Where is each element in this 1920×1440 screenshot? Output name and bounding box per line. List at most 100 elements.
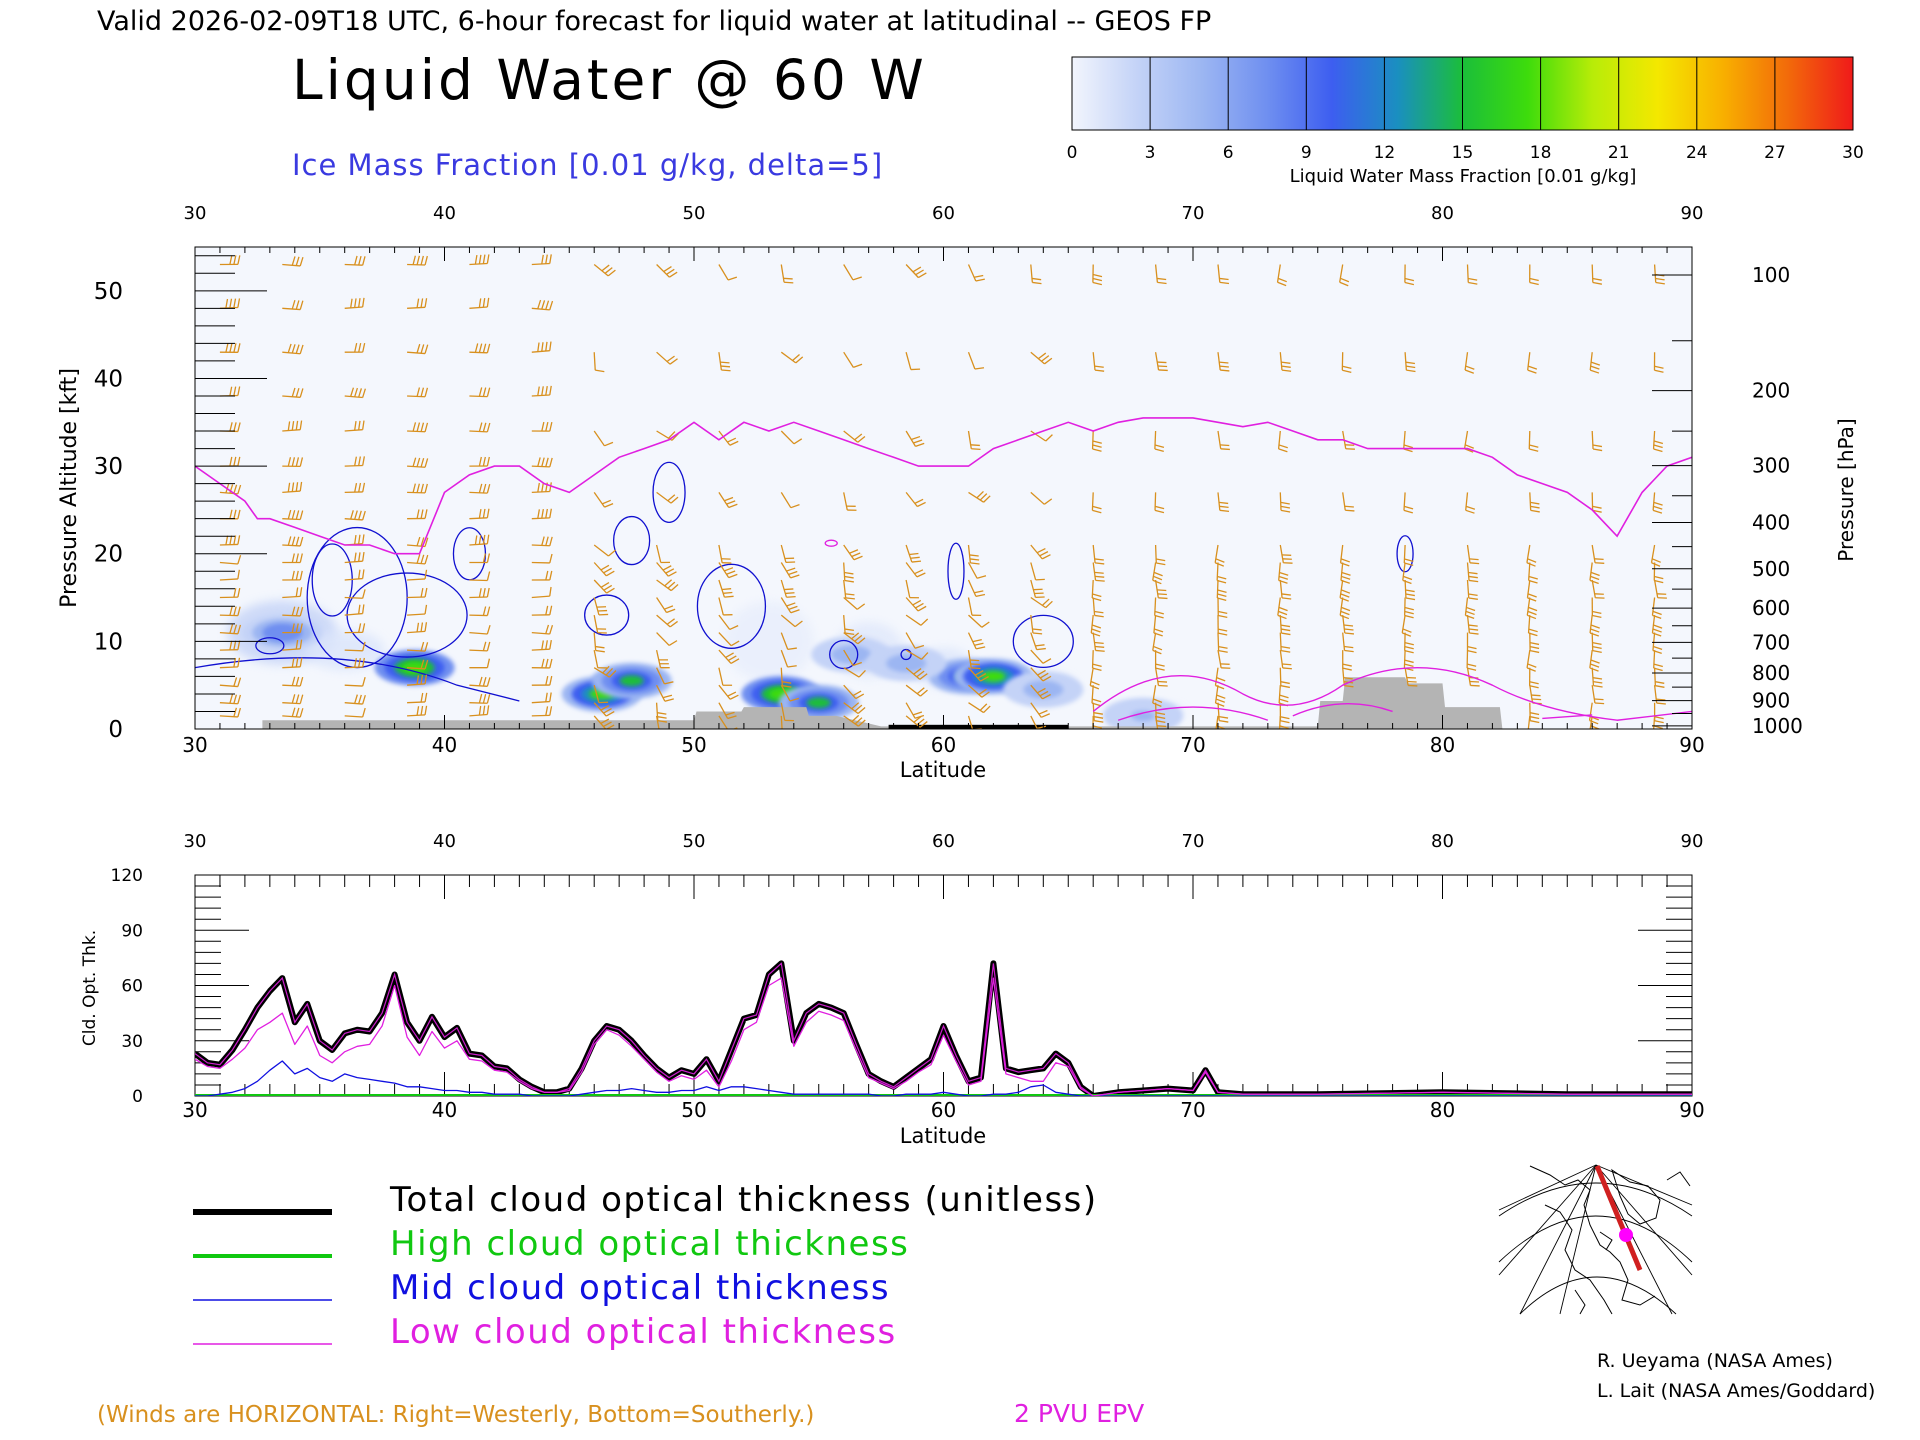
- wind-barb: [656, 632, 678, 647]
- wind-barb: [1339, 264, 1350, 287]
- wind-barb: [593, 597, 609, 616]
- wind-barb: [1276, 264, 1287, 287]
- bottom-x-tick-label: 90: [1679, 1098, 1704, 1122]
- wind-barb: [219, 343, 241, 353]
- wind-barb: [282, 536, 304, 547]
- wind-barb: [531, 421, 553, 432]
- ice-contour: [829, 639, 859, 670]
- wind-barb: [1404, 579, 1416, 601]
- ice-contour: [612, 515, 651, 566]
- total-line-core: [195, 962, 1692, 1096]
- kft-tick-label: 0: [108, 717, 123, 743]
- wind-barb: [1341, 352, 1352, 374]
- wind-barb: [282, 457, 304, 468]
- wind-barb: [407, 343, 429, 355]
- wind-barb: [469, 483, 491, 494]
- kft-tick-label: 10: [94, 629, 123, 655]
- wind-barb: [469, 658, 491, 669]
- legend: Total cloud optical thickness (unitless)…: [193, 1180, 1096, 1352]
- wind-barb: [407, 554, 429, 565]
- credit-1: R. Ueyama (NASA Ames): [1597, 1350, 1833, 1372]
- wind-barb: [1526, 544, 1537, 567]
- wind-barb: [718, 562, 738, 579]
- wind-barb: [282, 694, 304, 705]
- wind-barb: [656, 667, 674, 685]
- wind-barb: [1154, 544, 1166, 566]
- hpa-tick-label: 300: [1752, 454, 1790, 478]
- wind-barb: [1030, 667, 1052, 682]
- wind-barb: [1529, 492, 1540, 513]
- wind-barb: [1402, 562, 1413, 585]
- top-x-tick-label: 30: [182, 733, 207, 757]
- wind-barb: [593, 632, 605, 653]
- wind-barb: [1030, 649, 1052, 664]
- wind-barb: [1154, 667, 1168, 687]
- wind-barb: [1217, 649, 1231, 669]
- wind-barb: [1404, 352, 1416, 373]
- wind-barb: [1217, 597, 1228, 619]
- wind-barb: [531, 706, 553, 717]
- bottom-y-tick-label: 30: [121, 1032, 143, 1052]
- wind-barb: [780, 632, 797, 651]
- wind-barb: [1091, 430, 1102, 452]
- kft-tick-label: 30: [94, 454, 123, 480]
- wind-barb: [219, 677, 242, 688]
- bottom-x-tick-label: 40: [432, 1098, 457, 1122]
- colorbar-label: Liquid Water Mass Fraction [0.01 g/kg]: [1290, 166, 1637, 187]
- wind-barb: [843, 649, 862, 667]
- wind-barb: [469, 343, 491, 354]
- wind-barb: [1404, 264, 1415, 286]
- wind-barb: [1030, 615, 1043, 635]
- wind-barb: [469, 456, 490, 467]
- wind-barb: [282, 299, 304, 311]
- wind-barb: [780, 715, 783, 729]
- wind-barb: [1528, 667, 1539, 689]
- wind-barb: [282, 420, 303, 432]
- wind-barb: [1030, 264, 1042, 285]
- epv-note: 2 PVU EPV: [1014, 1399, 1144, 1428]
- wind-barb: [407, 422, 429, 433]
- wind-barb: [282, 481, 303, 494]
- wind-barb: [1217, 264, 1230, 285]
- wind-barb: [1217, 632, 1228, 653]
- top-x-tick-label: 50: [681, 733, 706, 757]
- terrain-area: [262, 677, 1503, 729]
- wind-barb: [531, 536, 553, 547]
- wind-barb: [407, 604, 428, 616]
- top-x-tick-label-upper: 90: [1681, 203, 1704, 224]
- wind-barb: [1401, 614, 1412, 637]
- bottom-x-tick-label-upper: 50: [683, 831, 706, 852]
- wind-barb: [1030, 544, 1051, 560]
- wind-barb: [1217, 492, 1230, 513]
- low-epv-contour: [1542, 714, 1593, 720]
- wind-barb: [656, 264, 678, 278]
- wind-barb: [1277, 597, 1288, 620]
- legend-label: High cloud optical thickness: [390, 1224, 909, 1264]
- wind-barb: [905, 649, 929, 660]
- wind-barb: [344, 297, 365, 309]
- colorbar-tick-label: 18: [1530, 143, 1552, 163]
- wind-barb: [1403, 492, 1414, 514]
- wind-barb: [843, 597, 866, 610]
- wind-barb: [1154, 430, 1165, 452]
- bottom-x-tick-label: 70: [1180, 1098, 1205, 1122]
- wind-barb: [1526, 579, 1537, 602]
- wind-barb: [1279, 544, 1293, 564]
- wind-barb: [1527, 715, 1531, 729]
- wind-barb: [967, 579, 986, 598]
- wind-barb: [1092, 562, 1105, 582]
- wind-barb: [469, 625, 491, 635]
- top-x-tick-label-upper: 30: [184, 203, 207, 224]
- wind-barb: [1154, 579, 1168, 600]
- cross-section-axes: 3030404050506060707080809090010203040501…: [94, 203, 1803, 757]
- wind-barb: [1278, 715, 1289, 729]
- wind-barb: [282, 570, 303, 581]
- top-x-tick-label-upper: 70: [1182, 203, 1205, 224]
- wind-barb: [344, 694, 366, 705]
- wind-barb: [593, 352, 605, 373]
- wind-barb: [780, 614, 803, 628]
- wind-barb: [780, 264, 794, 284]
- bottom-y-tick-label: 0: [132, 1087, 143, 1107]
- wind-barbs: [219, 254, 1667, 729]
- wind-barb: [344, 589, 366, 599]
